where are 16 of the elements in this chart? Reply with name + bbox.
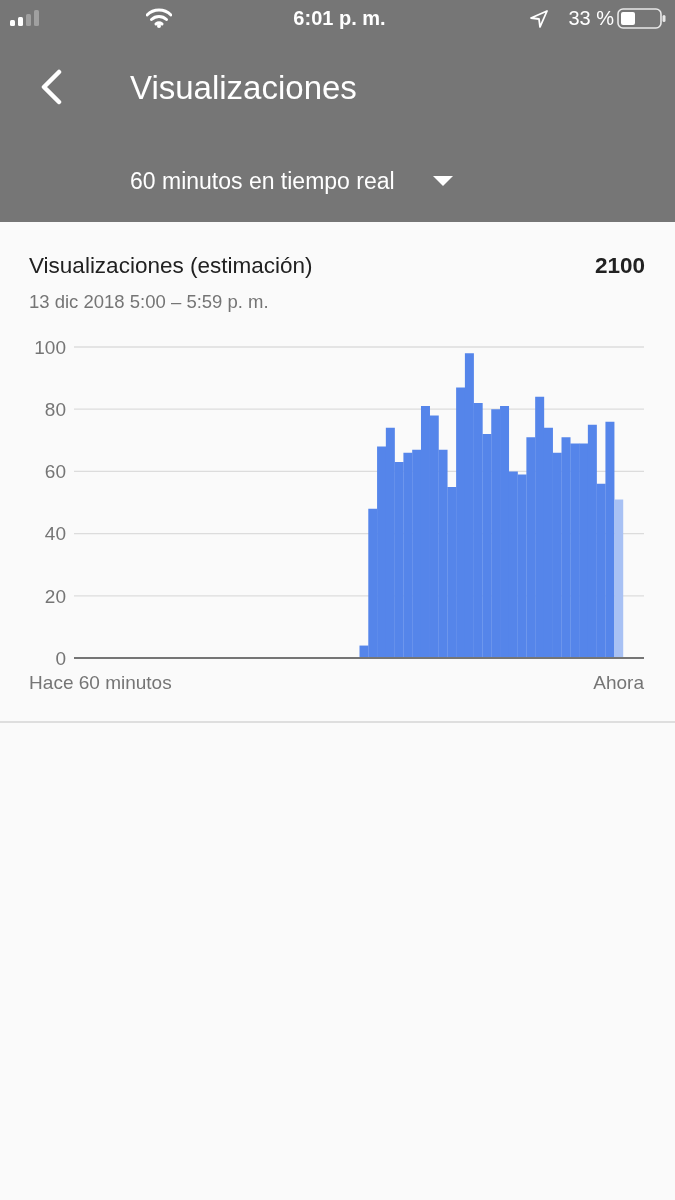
y-tick-label: 100 [34,336,66,358]
x-tick-label: Ahora [593,672,645,694]
bar [614,499,624,658]
chart-subtitle: 13 dic 2018 5:00 – 5:59 p. m. [29,291,269,312]
y-tick-label: 20 [44,585,66,607]
text: 60 minutos en tiempo real [130,168,395,194]
y-tick-label: 0 [55,647,66,669]
y-tick-label: 40 [44,523,66,545]
text: Visualizaciones [130,69,357,106]
x-tick-label: Hace 60 minutos [29,672,172,694]
text: 6:01 p. m. [293,7,386,29]
text: 2100 [594,253,645,278]
text: 33 % [568,7,614,29]
y-tick-label: 60 [44,461,66,483]
chart-title: Visualizaciones (estimación) [29,253,313,278]
y-tick-label: 80 [44,398,66,420]
